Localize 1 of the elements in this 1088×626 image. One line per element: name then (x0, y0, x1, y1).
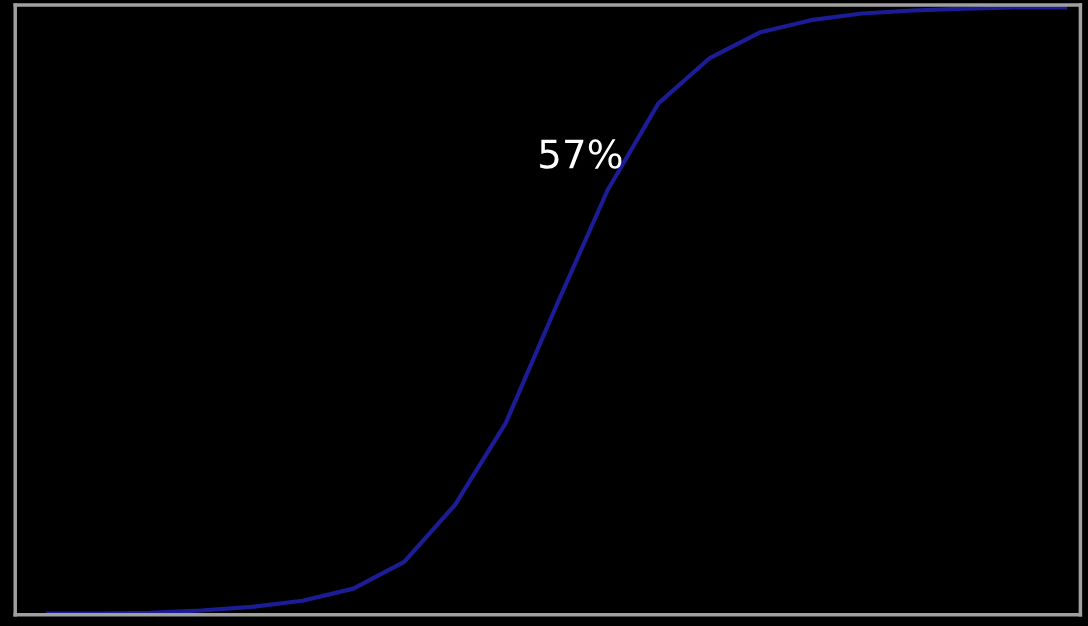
annotation: 57% (540, 139, 622, 169)
